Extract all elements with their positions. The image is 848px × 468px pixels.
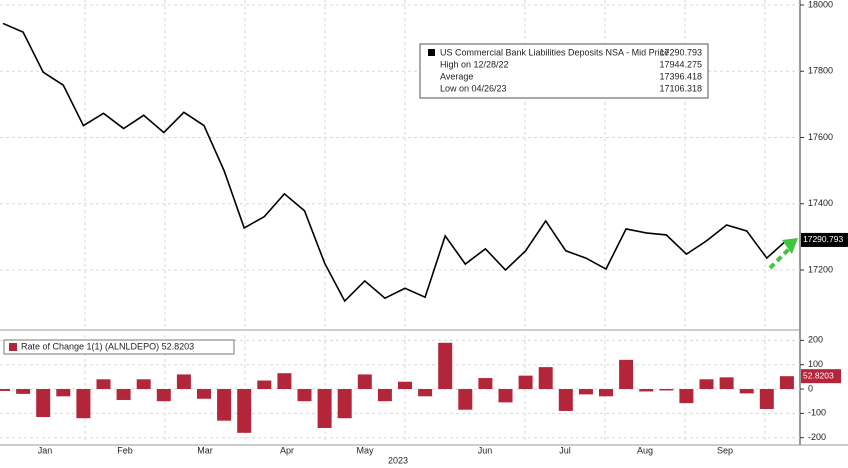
legend-label: Low on 04/26/23 [440,83,507,93]
bar [438,342,453,390]
legend-value: 17106.318 [659,83,702,93]
x-tick-label: Jun [478,445,493,455]
x-tick-label: Jul [559,445,571,455]
legend-label: Average [440,71,473,81]
bar [619,359,634,390]
y-tick-label: 17200 [808,264,833,274]
bar [458,389,473,410]
bar [197,389,211,399]
x-tick-label: Sep [717,445,733,455]
y-tick-label: 17800 [808,66,833,76]
bar [739,389,754,394]
legend-box [419,43,709,99]
bar [16,389,31,394]
bar [217,389,232,421]
bar [518,375,533,390]
last-value-tag [801,232,848,247]
x-tick-label: Apr [280,445,294,455]
bar [337,389,352,419]
legend-value: 17944.275 [659,59,702,69]
bar [136,379,151,390]
bar [398,381,412,390]
x-tick-label: Mar [197,445,213,455]
bar [0,389,10,391]
bar [116,389,131,400]
x-axis-label: 2023 [388,455,408,465]
bar [779,376,794,390]
x-tick-label: Jan [38,445,53,455]
bar [237,389,252,433]
bar [36,389,51,418]
last-value-label: 17290.793 [803,234,843,244]
bar [357,374,372,390]
upper-panel: 17200 17400 17600 17800 18000 17290.793 [0,0,848,303]
arrow-head [782,238,798,254]
bar-legend-swatch [9,343,17,351]
bar [176,374,191,390]
last-value-tag [801,369,841,384]
bar [277,373,292,390]
bar [578,389,593,395]
legend-title: US Commercial Bank Liabilities Deposits … [440,47,669,57]
y-tick-label: 200 [808,335,823,345]
bar [699,379,714,390]
y-tick-label: 17600 [808,132,833,142]
bar [418,389,433,397]
bar [558,389,573,411]
y-tick-label: -200 [808,432,826,442]
bar [96,379,111,390]
y-tick-label: -100 [808,408,826,418]
bar [76,389,91,419]
bar [659,389,674,391]
bar [156,389,171,402]
x-tick-label: Aug [637,445,653,455]
bar [257,380,272,390]
bar [679,389,694,404]
x-tick-label: Feb [117,445,133,455]
bar-legend-label: Rate of Change 1(1) (ALNLDEPO) 52.8203 [21,341,194,351]
last-value-label: 52.8203 [803,370,834,380]
y-tick-label: 17400 [808,198,833,208]
bar [719,377,734,390]
bar [377,389,392,402]
bar [759,389,774,409]
bar [297,389,312,402]
legend-value: 17396.418 [659,71,702,81]
bar [538,367,553,390]
line [2,22,788,303]
y-tick-label: 100 [808,359,823,369]
legend-value: 17290.793 [659,47,702,57]
x-tick-label: May [356,445,374,455]
legend-swatch [428,49,435,56]
lower-panel: -200 -100 0 100 200 52.8203 [0,335,841,442]
bar [56,389,71,397]
y-tick-label: 18000 [808,0,833,9]
bar-legend-box [3,339,235,355]
arrow [768,246,792,270]
bar [498,389,513,403]
bar [599,389,613,397]
bar [478,378,493,390]
bar [317,389,332,428]
legend-label: High on 12/28/22 [440,59,509,69]
y-tick-label: 0 [808,383,813,393]
bar [639,389,654,392]
